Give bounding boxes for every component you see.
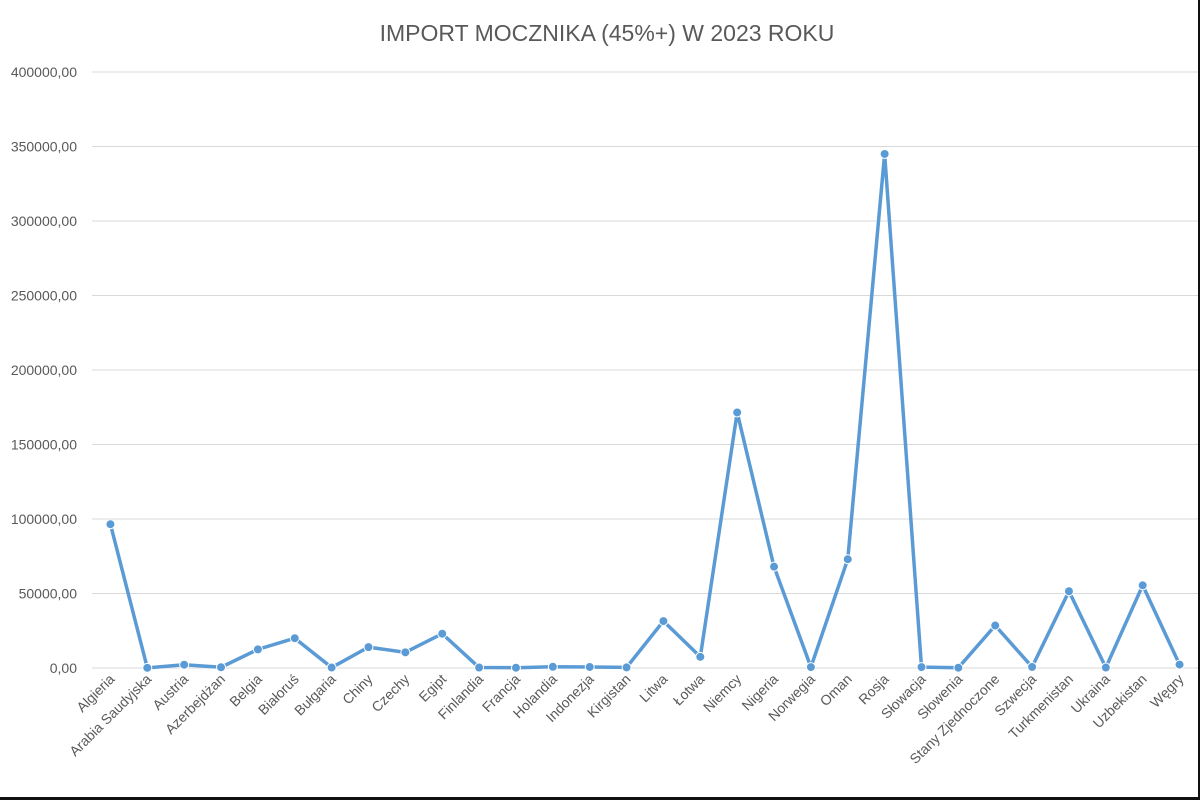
data-point	[879, 148, 890, 159]
data-point	[916, 662, 927, 673]
series-line	[108, 152, 1182, 670]
data-point	[400, 647, 411, 658]
data-point	[805, 662, 816, 673]
data-point	[1027, 661, 1038, 672]
x-tick-label: Bułgaria	[291, 671, 339, 719]
data-point	[1063, 586, 1074, 597]
data-point	[842, 554, 853, 565]
gridlines	[92, 71, 1198, 669]
y-tick-label: 350000,00	[11, 139, 77, 155]
data-point	[769, 561, 780, 572]
data-point	[953, 662, 964, 673]
data-point	[105, 519, 116, 530]
x-tick-label: Niemcy	[700, 671, 744, 715]
x-tick-label: Czechy	[368, 671, 412, 715]
chart-title: IMPORT MOCZNIKA (45%+) W 2023 ROKU	[380, 20, 835, 46]
data-point	[510, 662, 521, 673]
data-point	[547, 661, 558, 672]
data-point	[990, 620, 1001, 631]
data-point	[1137, 580, 1148, 591]
data-point	[1100, 662, 1111, 673]
series-layer	[105, 148, 1185, 673]
y-tick-label: 50000,00	[19, 586, 78, 602]
data-point	[658, 616, 669, 627]
y-tick-label: 100000,00	[11, 511, 77, 527]
y-tick-label: 250000,00	[11, 288, 77, 304]
data-point	[474, 662, 485, 673]
y-axis-ticks: 0,00 50000,00 100000,00 150000,00 200000,00 2…	[11, 64, 77, 676]
data-point	[216, 662, 227, 673]
x-tick-label: Oman	[817, 671, 855, 709]
data-point	[289, 633, 300, 644]
data-point	[363, 642, 374, 653]
data-point	[179, 659, 190, 670]
y-tick-label: 150000,00	[11, 437, 77, 453]
y-tick-label: 300000,00	[11, 213, 77, 229]
x-tick-label: Litwa	[636, 671, 671, 706]
x-tick-label: Egipt	[415, 671, 449, 705]
data-point	[732, 407, 743, 418]
data-point	[142, 662, 153, 673]
data-point	[584, 661, 595, 672]
y-tick-label: 200000,00	[11, 362, 77, 378]
data-point	[326, 662, 337, 673]
x-tick-label: Węgry	[1147, 671, 1187, 711]
y-tick-label: 0,00	[50, 660, 77, 676]
data-point	[621, 662, 632, 673]
data-point	[252, 644, 263, 655]
x-tick-label: Turkmenistan	[1005, 671, 1076, 742]
y-tick-label: 400000,00	[11, 64, 77, 80]
data-point	[1174, 659, 1185, 670]
data-point	[437, 628, 448, 639]
data-point	[695, 651, 706, 662]
